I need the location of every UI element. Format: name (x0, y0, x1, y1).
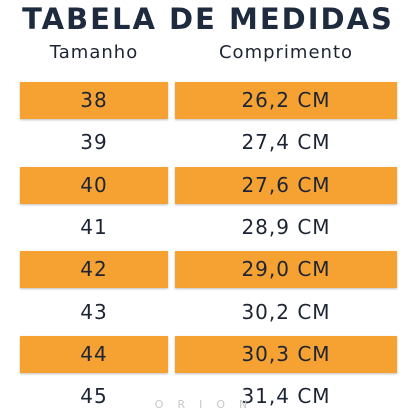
column-header: Tamanho (49, 42, 139, 63)
size-cell: 42 (20, 251, 168, 289)
length-cell: 30,3 CM (175, 335, 397, 373)
length-cell: 27,4 CM (241, 130, 331, 155)
length-cell: 28,9 CM (241, 214, 331, 239)
length-cell: 31,4 CM (241, 384, 331, 409)
size-cell: 38 (20, 82, 168, 119)
size-cell: 45 (80, 384, 108, 409)
size-cell: 43 (80, 299, 108, 324)
length-cell: 26,2 CM (175, 82, 397, 119)
size-cell: 39 (80, 130, 108, 155)
size-cell: 41 (80, 214, 108, 239)
title: TABELA DE MEDIDAS (22, 2, 394, 36)
size-cell: 44 (20, 335, 168, 373)
length-cell: 27,6 CM (175, 166, 397, 204)
size-cell: 40 (20, 166, 168, 204)
column-header: Comprimento (218, 42, 354, 63)
length-cell: 29,0 CM (175, 251, 397, 289)
length-cell: 30,2 CM (241, 299, 331, 324)
watermark: ORION (154, 398, 262, 411)
